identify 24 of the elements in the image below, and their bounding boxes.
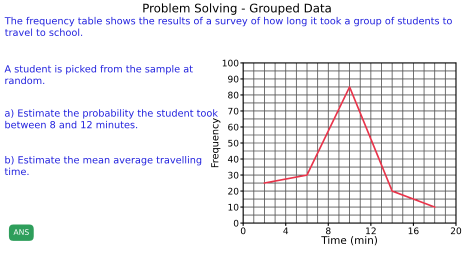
- y-tick-label: 100: [222, 60, 238, 66]
- x-tick-label: 8: [326, 227, 331, 234]
- x-tick-label: 16: [408, 227, 419, 234]
- y-tick-label: 0: [234, 220, 238, 227]
- x-axis-title: Time (min): [321, 236, 377, 246]
- text: A student is picked from the sample at random.: [4, 65, 193, 84]
- y-tick-label: 70: [228, 108, 238, 115]
- y-axis-title: Frequency: [211, 118, 220, 168]
- x-tick-label: 0: [240, 227, 246, 234]
- y-tick-label: 20: [228, 188, 238, 195]
- y-tick-label: 90: [228, 76, 238, 82]
- y-tick-label: 40: [228, 156, 238, 163]
- line-series: [264, 86, 436, 208]
- y-tick-label: 30: [228, 172, 238, 179]
- text: The frequency table shows the results of a survey of how long it took a group of students to travel to school.: [4, 16, 452, 36]
- y-tick-label: 50: [228, 140, 238, 147]
- x-tick-label: 4: [283, 228, 288, 234]
- x-tick-label: 20: [450, 227, 462, 234]
- y-tick-label: 60: [228, 124, 238, 131]
- y-tick-label: 10: [228, 204, 238, 211]
- chart-title: Problem Solving - Grouped Data: [143, 3, 331, 15]
- text: b) Estimate the mean average travelling time.: [4, 156, 202, 176]
- y-tick-label: 80: [228, 92, 238, 99]
- x-tick-label: 12: [366, 227, 376, 234]
